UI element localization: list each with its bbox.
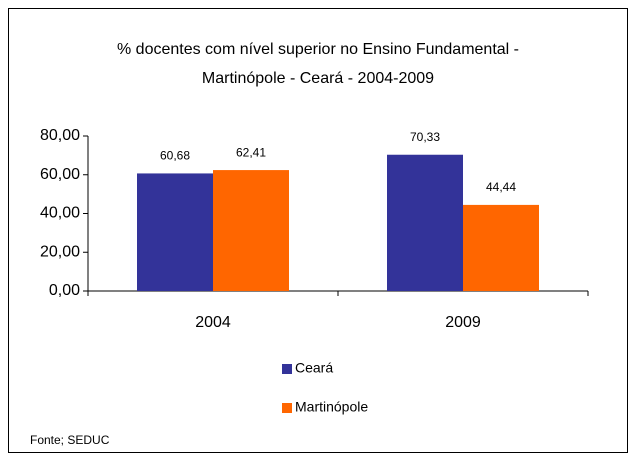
data-label: 62,41 — [236, 145, 266, 159]
y-tick-label: 20,00 — [40, 243, 80, 260]
legend-swatch — [282, 364, 292, 374]
data-label: 70,33 — [410, 130, 440, 144]
y-tick-label: 60,00 — [40, 166, 80, 183]
source-note: Fonte; SEDUC — [30, 433, 110, 447]
data-label: 44,44 — [486, 180, 516, 194]
bar — [213, 170, 289, 291]
chart-title: % docentes com nível superior no Ensino … — [117, 41, 519, 58]
x-tick-label: 2004 — [195, 314, 231, 331]
chart-title: Martinópole - Ceará - 2004-2009 — [202, 70, 434, 87]
bar — [137, 173, 213, 291]
legend-swatch — [282, 403, 292, 413]
bar — [463, 204, 539, 291]
bar — [387, 154, 463, 291]
legend-label: Martinópole — [295, 399, 368, 415]
y-tick-label: 0,00 — [49, 282, 80, 299]
legend-label: Ceará — [295, 360, 333, 376]
y-tick-label: 80,00 — [40, 127, 80, 144]
y-tick-label: 40,00 — [40, 205, 80, 222]
x-tick-label: 2009 — [445, 314, 481, 331]
data-label: 60,68 — [160, 149, 190, 163]
